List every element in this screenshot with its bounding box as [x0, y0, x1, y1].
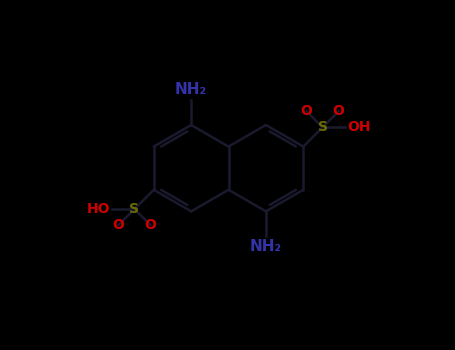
Text: O: O — [145, 218, 157, 232]
Text: S: S — [318, 120, 328, 134]
Text: O: O — [301, 104, 313, 118]
Text: NH₂: NH₂ — [250, 239, 282, 254]
Text: OH: OH — [347, 120, 371, 134]
Text: NH₂: NH₂ — [175, 82, 207, 97]
Text: HO: HO — [86, 202, 110, 216]
Text: O: O — [112, 218, 124, 232]
Text: S: S — [130, 202, 139, 216]
Text: O: O — [333, 104, 344, 118]
